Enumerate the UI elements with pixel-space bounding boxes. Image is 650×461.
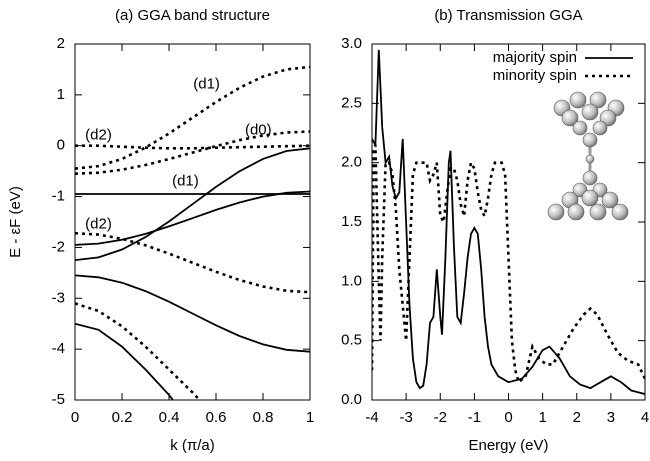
- x-axis-label: Energy (eV): [468, 437, 548, 454]
- y-tick-label: 1: [57, 86, 65, 103]
- series-line: [372, 144, 645, 385]
- y-tick-label: 1.5: [341, 213, 362, 230]
- x-tick-label: 3: [607, 409, 615, 426]
- x-tick-label: 0: [504, 409, 512, 426]
- series-line: [75, 130, 310, 175]
- x-tick-label: 0: [71, 409, 79, 426]
- chart-title: (a) GGA band structure: [115, 7, 270, 24]
- y-tick-label: 1.0: [341, 272, 362, 289]
- annotation: (d2): [85, 216, 112, 233]
- x-tick-label: 1: [538, 409, 546, 426]
- x-tick-label: 0.4: [159, 409, 180, 426]
- y-tick-label: -5: [52, 391, 65, 408]
- y-tick-label: 0: [57, 137, 65, 154]
- series-line: [75, 65, 310, 170]
- x-tick-label: -4: [365, 409, 378, 426]
- series-line: [372, 49, 645, 395]
- series-line: [75, 147, 310, 261]
- x-tick-label: 0.2: [112, 409, 133, 426]
- series-line: [75, 302, 202, 400]
- plot-area: [372, 49, 645, 395]
- y-tick-label: 2.0: [341, 154, 362, 171]
- x-tick-label: -3: [399, 409, 412, 426]
- legend-label: minority spin: [493, 67, 577, 84]
- annotation: (d1): [193, 76, 220, 93]
- series-line: [75, 322, 175, 400]
- series-line: [75, 144, 310, 150]
- x-axis-label: k (π/a): [170, 437, 215, 454]
- annotation: (d2): [85, 127, 112, 144]
- annotation: (d0): [245, 121, 272, 138]
- molecule-icon: [547, 91, 629, 221]
- plot-frame: [371, 43, 646, 401]
- series-line: [75, 190, 310, 246]
- annotation: (d1): [172, 172, 199, 189]
- x-tick-label: 4: [641, 409, 649, 426]
- y-tick-label: 2: [57, 35, 65, 52]
- y-tick-label: -3: [52, 289, 65, 306]
- y-tick-label: -4: [52, 340, 65, 357]
- legend-label: majority spin: [493, 49, 577, 66]
- x-tick-label: -1: [468, 409, 481, 426]
- y-tick-label: 0.0: [341, 391, 362, 408]
- y-axis-label: E - εF (eV): [7, 186, 24, 258]
- series-line: [75, 231, 310, 294]
- y-tick-label: 2.5: [341, 94, 362, 111]
- x-tick-label: 0.8: [253, 409, 274, 426]
- series-line: [75, 274, 310, 353]
- y-tick-label: -2: [52, 238, 65, 255]
- y-tick-label: 3.0: [341, 35, 362, 52]
- chart-title: (b) Transmission GGA: [434, 7, 582, 24]
- y-tick-label: -1: [52, 188, 65, 205]
- x-tick-label: -2: [434, 409, 447, 426]
- y-tick-label: 0.5: [341, 332, 362, 349]
- plot-area: [75, 65, 310, 400]
- x-tick-label: 0.6: [206, 409, 227, 426]
- plot-frame: [74, 43, 311, 401]
- x-tick-label: 1: [306, 409, 314, 426]
- x-tick-label: 2: [573, 409, 581, 426]
